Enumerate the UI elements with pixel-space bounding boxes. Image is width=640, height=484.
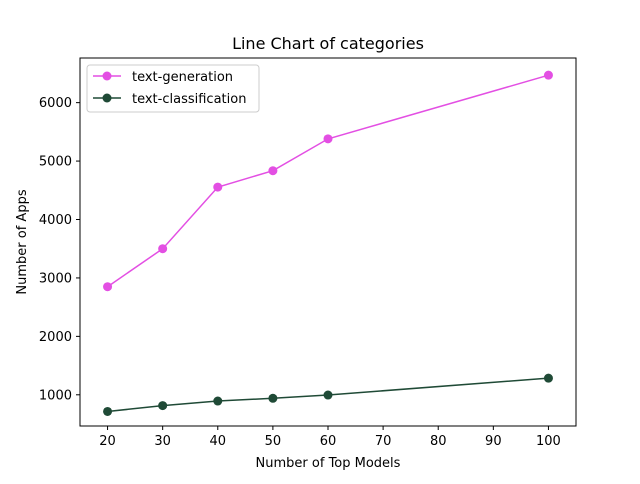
- point-text-generation-50: [268, 166, 278, 176]
- legend-label-text-classification: text-classification: [132, 92, 246, 107]
- y-tick-label-4000: 4000: [39, 213, 72, 228]
- chart-title: Line Chart of categories: [232, 34, 424, 53]
- point-text-generation-20: [103, 282, 113, 292]
- point-text-generation-40: [213, 182, 223, 192]
- x-tick-label-40: 40: [210, 434, 227, 449]
- series-lines: [103, 70, 553, 416]
- y-tick-label-3000: 3000: [39, 271, 72, 286]
- series-line-text-generation: [107, 74, 549, 288]
- legend-label-text-generation: text-generation: [132, 70, 233, 85]
- legend-marker-text-classification: [102, 93, 112, 103]
- legend: text-generation text-classification: [86, 64, 260, 113]
- x-tick-label-30: 30: [154, 434, 171, 449]
- x-tick-label-50: 50: [265, 434, 282, 449]
- x-tick-label-60: 60: [320, 434, 337, 449]
- x-tick-label-100: 100: [536, 434, 561, 449]
- axis-ticks: 20 30 40 50 60 70 80 90 100 1000 2000 3000 4000 5000 6…: [39, 96, 561, 449]
- point-text-classification-60: [323, 390, 333, 400]
- x-axis-label: Number of Top Models: [256, 456, 401, 471]
- point-text-classification-50: [268, 393, 278, 403]
- point-text-classification-30: [158, 401, 168, 411]
- series-line-text-classification: [107, 377, 549, 413]
- x-tick-label-90: 90: [485, 434, 502, 449]
- point-text-classification-100: [543, 373, 553, 383]
- point-text-generation-60: [323, 134, 333, 144]
- y-tick-label-2000: 2000: [39, 330, 72, 345]
- y-tick-label-6000: 6000: [39, 96, 72, 111]
- y-tick-label-5000: 5000: [39, 155, 72, 170]
- point-text-classification-40: [213, 396, 223, 406]
- y-tick-label-1000: 1000: [39, 388, 72, 403]
- point-text-generation-30: [158, 244, 168, 254]
- x-tick-label-20: 20: [99, 434, 116, 449]
- point-text-generation-100: [543, 70, 553, 80]
- legend-marker-text-generation: [102, 71, 112, 81]
- point-text-classification-20: [103, 406, 113, 416]
- x-tick-label-70: 70: [375, 434, 392, 449]
- legend-box: [86, 64, 260, 113]
- y-axis-label: Number of Apps: [15, 189, 30, 294]
- x-tick-label-80: 80: [430, 434, 447, 449]
- plot-frame: [79, 57, 577, 427]
